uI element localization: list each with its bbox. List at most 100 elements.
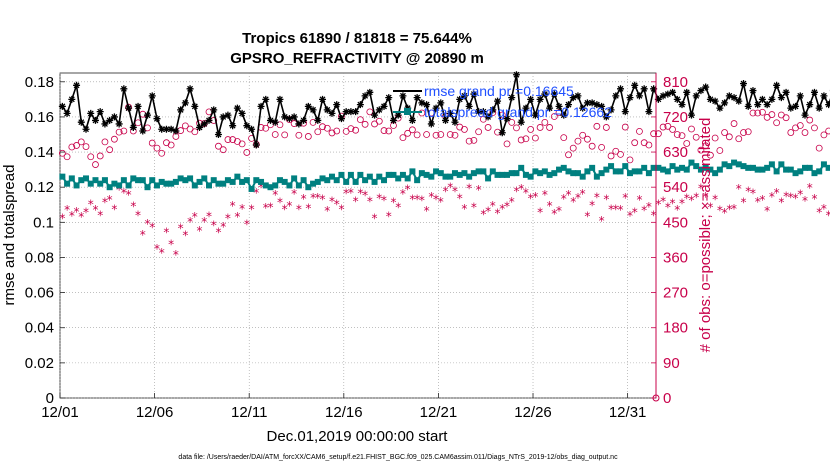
obs-possible-point [584, 135, 591, 143]
rmse-layer [58, 71, 830, 149]
obs-assimilated-point: * [769, 190, 775, 204]
rmse-point [612, 92, 620, 100]
obs-assimilated-point: * [121, 186, 127, 200]
obs-possible-point [531, 134, 539, 142]
spread-point [617, 168, 624, 175]
obs-possible-point [697, 146, 705, 154]
obs-possible-point [706, 151, 714, 159]
obs-assimilated-point: * [296, 203, 302, 217]
obs-assimilated-point: * [542, 188, 548, 202]
spread-point [456, 171, 463, 178]
rmse-point [607, 106, 615, 114]
rmse-point [266, 116, 274, 124]
rmse-point [560, 111, 568, 119]
spread-point [258, 178, 265, 185]
y-left-tick-label: 0.04 [25, 320, 54, 337]
rmse-point [531, 111, 539, 119]
rmse-point [115, 120, 123, 128]
y-right-tick-label: 450 [663, 214, 688, 231]
obs-assimilated-point: * [135, 209, 141, 223]
rmse-point [437, 99, 445, 107]
spread-point [461, 170, 468, 177]
obs-assimilated-point: * [145, 217, 151, 231]
obs-assimilated-point: * [589, 198, 595, 212]
rmse-point [470, 90, 478, 98]
obs-assimilated-point: * [698, 182, 704, 196]
rmse-point [139, 127, 147, 135]
y-axis-right-label: # of obs: o=possible; ×=assimilated [697, 118, 714, 353]
obs-possible-point [716, 147, 724, 154]
rmse-point [593, 101, 601, 109]
spread-point [310, 180, 317, 187]
obs-possible-point [77, 138, 85, 146]
obs-assimilated-point: * [603, 193, 609, 207]
obs-assimilated-point: * [277, 196, 283, 210]
obs-possible-point [101, 138, 109, 146]
rmse-point [640, 85, 648, 93]
spread-point [191, 182, 198, 189]
rmse-point [512, 71, 520, 79]
spread-point [504, 171, 510, 178]
rmse-point [498, 129, 506, 137]
y-right-tick-label: 630 [663, 144, 688, 161]
rmse-point [375, 106, 383, 114]
spread-point [215, 180, 222, 187]
obs-possible-point [470, 136, 478, 144]
y-right-tick-label: 810 [663, 74, 688, 91]
spread-point [168, 180, 175, 187]
y-right-tick-label: 90 [663, 355, 680, 372]
spread-point [825, 164, 830, 171]
rmse-point [196, 123, 204, 131]
obs-assimilated-point: * [267, 200, 273, 214]
obs-possible-point [281, 131, 289, 139]
obs-possible-point [243, 149, 251, 156]
y-left-tick-label: 0.18 [25, 74, 54, 91]
rmse-point [749, 87, 757, 95]
obs-possible-point [451, 131, 459, 139]
rmse-point [546, 104, 554, 112]
rmse-point [475, 108, 483, 116]
rmse-point [522, 104, 530, 112]
spread-point [475, 168, 482, 175]
y-right-tick-label: 270 [663, 285, 688, 302]
spread-point [83, 175, 90, 182]
spread-point [768, 161, 775, 168]
spread-point [603, 166, 610, 173]
rmse-point [418, 99, 426, 107]
obs-assimilated-point: * [69, 209, 75, 223]
rmse-point [77, 118, 85, 126]
obs-assimilated-point: * [367, 194, 373, 208]
spread-point [641, 164, 648, 171]
y-left-tick-label: 0.1 [33, 214, 54, 231]
spread-point [721, 161, 728, 168]
spread-point [820, 161, 827, 168]
rmse-point [68, 95, 76, 103]
rmse-point [782, 88, 790, 96]
rmse-point [631, 81, 639, 89]
obs-possible-point [579, 131, 587, 139]
rmse-point [153, 115, 161, 123]
obs-possible-point [148, 139, 156, 147]
obs-possible-point [782, 114, 790, 122]
obs-assimilated-point: * [556, 204, 562, 218]
rmse-point [134, 102, 142, 110]
rmse-point [238, 109, 246, 117]
y-left-tick-label: 0.14 [25, 144, 54, 161]
rmse-point [815, 104, 823, 112]
rmse-point [711, 97, 719, 105]
y-left-tick-label: 0.16 [25, 109, 54, 126]
rmse-point [58, 102, 66, 110]
spread-point [409, 168, 416, 175]
spread-point [87, 180, 94, 187]
rmse-point [574, 92, 582, 100]
obs-assimilated-point: * [646, 200, 652, 214]
rmse-point [654, 95, 662, 103]
obs-possible-point [262, 124, 270, 132]
rmse-point [380, 102, 388, 110]
legend-spread-label: totalspread grand pr =0.12662 [424, 104, 612, 120]
spread-point [305, 184, 312, 191]
obs-assimilated-point: * [495, 207, 501, 221]
spread-point [324, 177, 331, 184]
rmse-point [337, 115, 345, 123]
rmse-point [669, 88, 677, 96]
